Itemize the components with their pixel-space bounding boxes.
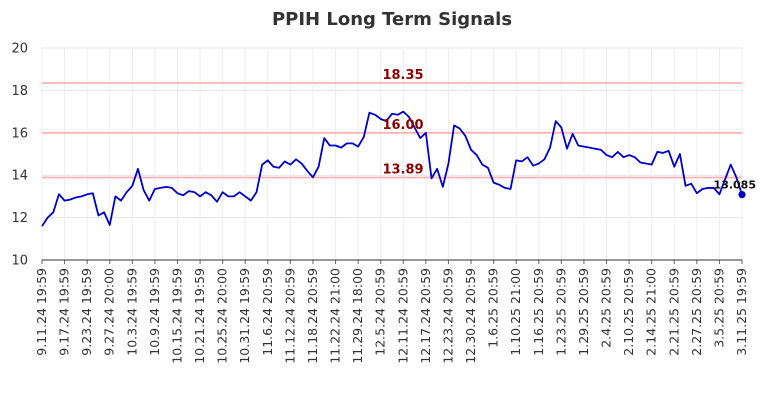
x-tick-label: 1.23.25 20:59 xyxy=(553,268,568,356)
y-tick-label: 12 xyxy=(11,211,28,226)
x-tick-label: 10.3.24 19:59 xyxy=(124,268,139,356)
y-tick-label: 18 xyxy=(11,84,28,99)
x-axis: 9.11.24 19:59 9.17.24 19:59 9.23.24 19:59 9… xyxy=(34,259,749,364)
x-tick-label: 11.6.24 20:59 xyxy=(260,268,275,356)
x-tick-label: 12.17.24 20:59 xyxy=(418,268,433,364)
x-tick-label: 9.17.24 19:59 xyxy=(57,268,72,356)
reference-line-label: 13.89 xyxy=(382,163,423,178)
x-tick-label: 1.16.25 20:59 xyxy=(531,268,546,356)
y-tick-label: 14 xyxy=(11,169,28,184)
x-tick-label: 1.10.25 21:00 xyxy=(508,268,523,356)
x-tick-label: 11.29.24 18:00 xyxy=(350,268,365,364)
reference-lines xyxy=(42,82,742,179)
x-tick-label: 12.11.24 20:59 xyxy=(395,268,410,364)
y-tick-label: 16 xyxy=(11,126,28,141)
y-tick-label: 10 xyxy=(11,254,28,269)
series-group: 13.085 xyxy=(41,110,756,227)
x-tick-label: 3.11.25 19:59 xyxy=(734,268,749,356)
x-tick-label: 12.23.24 20:59 xyxy=(440,268,455,364)
reference-line-label: 16.00 xyxy=(382,118,423,133)
x-tick-label: 2.4.25 20:59 xyxy=(599,268,614,348)
x-tick-label: 10.21.24 19:59 xyxy=(192,268,207,364)
x-tick-label: 11.18.24 20:59 xyxy=(305,268,320,364)
x-tick-label: 9.27.24 20:00 xyxy=(102,268,117,356)
chart-title: PPIH Long Term Signals xyxy=(272,9,512,30)
x-tick-label: 2.14.25 21:00 xyxy=(644,268,659,356)
x-tick-label: 10.31.24 19:59 xyxy=(237,268,252,364)
x-tick-label: 1.6.25 20:59 xyxy=(486,268,501,348)
x-tick-label: 2.10.25 20:59 xyxy=(621,268,636,356)
last-point-marker xyxy=(738,190,746,199)
reference-labels: 18.35 16.00 13.89 xyxy=(382,68,423,178)
x-tick-label: 11.22.24 21:00 xyxy=(328,268,343,364)
x-tick-label: 10.25.24 20:00 xyxy=(215,268,230,364)
x-tick-label: 9.23.24 19:59 xyxy=(79,268,94,356)
reference-line-label: 18.35 xyxy=(382,68,423,83)
price-line xyxy=(41,110,743,227)
x-tick-label: 9.11.24 19:59 xyxy=(34,268,49,356)
x-tick-label: 12.30.24 20:59 xyxy=(463,268,478,364)
x-tick-label: 2.21.25 20:59 xyxy=(666,268,681,356)
x-tick-label: 2.27.25 20:59 xyxy=(689,268,704,356)
x-tick-label: 11.12.24 20:59 xyxy=(282,268,297,364)
x-tick-label: 10.9.24 19:59 xyxy=(147,268,162,356)
y-axis: 10 12 14 16 18 20 xyxy=(11,42,28,269)
x-tick-label: 10.15.24 19:59 xyxy=(169,268,184,364)
x-tick-label: 3.5.25 20:59 xyxy=(711,268,726,348)
last-point-label: 13.085 xyxy=(714,179,756,192)
x-tick-label: 12.5.24 20:59 xyxy=(373,268,388,356)
x-tick-label: 1.29.25 20:59 xyxy=(576,268,591,356)
y-tick-label: 20 xyxy=(11,42,28,57)
